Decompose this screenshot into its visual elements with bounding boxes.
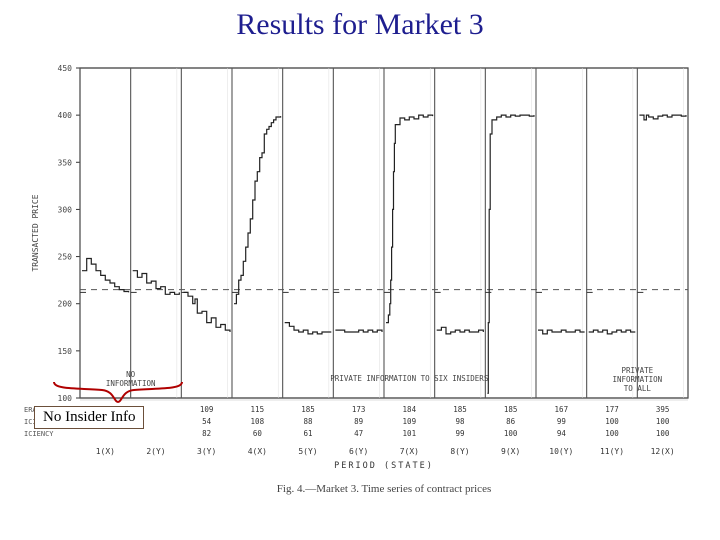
summary-cell: 185	[453, 405, 467, 414]
x-tick-label: 7(X)	[400, 447, 419, 456]
summary-cell: 61	[303, 429, 312, 438]
summary-cell: 100	[605, 429, 619, 438]
summary-cell: 185	[301, 405, 315, 414]
price-series	[487, 115, 534, 393]
summary-cell: 94	[557, 429, 567, 438]
summary-cell: 60	[253, 429, 263, 438]
x-tick-label: 4(X)	[248, 447, 267, 456]
summary-cell: 47	[354, 429, 363, 438]
summary-cell: 82	[202, 429, 211, 438]
bracket-icon	[52, 380, 184, 404]
x-tick-label: 5(Y)	[298, 447, 317, 456]
region-label: PRIVATE	[622, 366, 654, 375]
summary-cell: 54	[202, 417, 212, 426]
summary-cell: 115	[251, 405, 265, 414]
summary-cell: 100	[504, 429, 518, 438]
summary-cell: 100	[656, 417, 670, 426]
svg-text:150: 150	[58, 347, 73, 356]
x-tick-label: 8(Y)	[450, 447, 469, 456]
region-label: TO ALL	[624, 384, 652, 393]
region-label: NO	[126, 370, 136, 379]
summary-cell: 173	[352, 405, 366, 414]
x-tick-label: 10(Y)	[549, 447, 573, 456]
summary-cell: 86	[506, 417, 516, 426]
summary-cell: 99	[557, 417, 566, 426]
price-series	[538, 330, 585, 334]
svg-text:400: 400	[58, 111, 73, 120]
summary-cell: 89	[354, 417, 363, 426]
price-series	[82, 259, 129, 293]
summary-cell: 99	[455, 429, 464, 438]
summary-cell: 177	[605, 405, 619, 414]
no-insider-callout: No Insider Info	[34, 406, 144, 429]
price-series	[639, 115, 686, 120]
price-series	[335, 330, 382, 332]
svg-text:200: 200	[58, 300, 73, 309]
summary-cell: 167	[555, 405, 569, 414]
price-series	[133, 271, 180, 295]
figure-caption: Fig. 4.—Market 3. Time series of contrac…	[277, 483, 491, 495]
region-label: INFORMATION	[612, 375, 662, 384]
region-label: PRIVATE INFORMATION TO SIX INSIDERS	[330, 374, 489, 383]
page-title: Results for Market 3	[0, 8, 720, 42]
summary-cell: 108	[251, 417, 265, 426]
price-series	[183, 292, 230, 332]
svg-text:250: 250	[58, 253, 73, 262]
x-tick-label: 1(X)	[96, 447, 115, 456]
market3-chart: 100 150 200 250 300 350 400 450 TRANSACTED PRICE…	[20, 58, 700, 518]
x-tick-label: 11(Y)	[600, 447, 624, 456]
svg-text:TRANSACTED PRICE: TRANSACTED PRICE	[31, 194, 40, 271]
price-series	[285, 323, 332, 334]
price-series	[234, 116, 281, 304]
summary-cell: 98	[455, 417, 465, 426]
price-series	[589, 330, 636, 334]
x-tick-label: 12(X)	[651, 447, 675, 456]
row-caption: ICIENCY	[24, 430, 54, 438]
summary-cell: 184	[403, 405, 417, 414]
x-tick-label: 9(X)	[501, 447, 520, 456]
summary-cell: 100	[656, 429, 670, 438]
summary-cell: 185	[504, 405, 518, 414]
summary-cell: 100	[605, 417, 619, 426]
svg-text:350: 350	[58, 158, 73, 167]
x-tick-label: 2(Y)	[146, 447, 165, 456]
summary-cell: 395	[656, 405, 670, 414]
x-tick-label: 6(Y)	[349, 447, 368, 456]
summary-cell: 109	[403, 417, 417, 426]
price-series	[437, 327, 484, 334]
price-series	[386, 115, 433, 323]
summary-cell: 88	[303, 417, 313, 426]
svg-text:450: 450	[58, 64, 73, 73]
x-tick-label: 3(Y)	[197, 447, 216, 456]
summary-cell: 109	[200, 405, 214, 414]
x-axis-title: PERIOD (STATE)	[334, 461, 434, 471]
summary-cell: 101	[403, 429, 417, 438]
chart-container: 100 150 200 250 300 350 400 450 TRANSACTED PRICE…	[20, 58, 700, 518]
callout-label: No Insider Info	[43, 409, 135, 425]
svg-text:300: 300	[58, 205, 73, 214]
